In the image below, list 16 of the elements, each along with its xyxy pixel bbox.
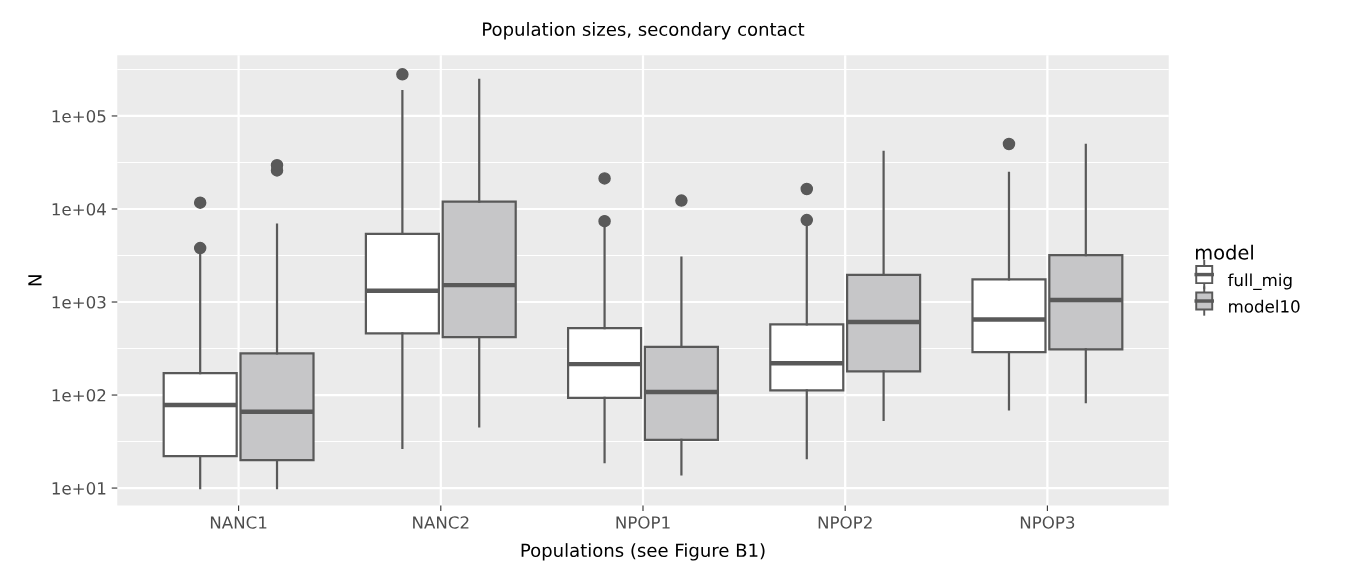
y-tick-label: 1e+02 bbox=[52, 389, 106, 402]
y-tick-label: 1e+04 bbox=[52, 202, 106, 216]
legend-title: model bbox=[1196, 244, 1253, 260]
legend-label: model10 bbox=[1229, 299, 1300, 313]
x-axis-title: Populations (see Figure B1) bbox=[521, 543, 765, 561]
x-tick-label: NPOP1 bbox=[616, 516, 670, 529]
y-axis-title: N bbox=[28, 275, 42, 286]
y-tick-label: 1e+03 bbox=[52, 295, 106, 309]
x-tick-label: NANC1 bbox=[210, 516, 267, 529]
x-tick-label: NANC2 bbox=[413, 516, 469, 529]
legend-label: full_mig bbox=[1227, 273, 1292, 290]
y-tick-label: 1e+01 bbox=[52, 482, 106, 495]
x-tick-label: NPOP3 bbox=[1020, 516, 1075, 529]
y-tick-label: 1e+05 bbox=[52, 109, 106, 123]
x-tick-label: NPOP2 bbox=[818, 516, 872, 529]
chart-title: Population sizes, secondary contact bbox=[483, 22, 805, 40]
